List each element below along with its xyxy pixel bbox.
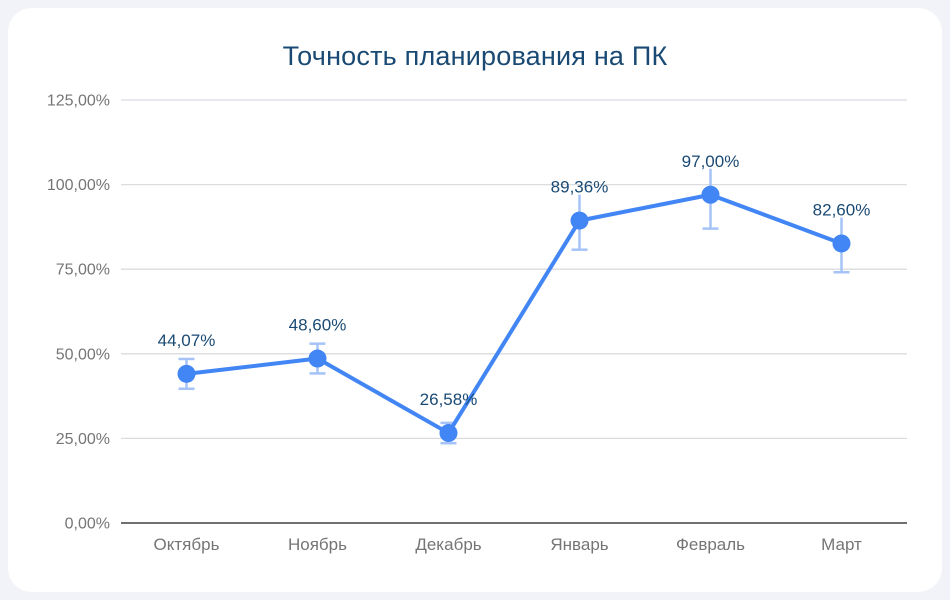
data-point-label: 82,60% [813, 200, 871, 219]
data-point[interactable] [308, 349, 327, 368]
chart-card: Точность планирования на ПК [8, 8, 942, 592]
y-axis-tick-label: 100,00% [47, 177, 110, 194]
y-axis-tick-label: 50,00% [56, 346, 110, 363]
x-axis-label: Декабрь [415, 535, 481, 554]
x-axis-label: Ноябрь [288, 535, 347, 554]
data-point-label: 48,60% [289, 316, 347, 335]
data-point-label: 26,58% [420, 390, 478, 409]
y-axis-tick-label: 0,00% [65, 516, 110, 533]
x-axis-label: Март [821, 535, 862, 554]
data-point[interactable] [701, 185, 720, 204]
y-axis-tick-label: 25,00% [56, 431, 110, 448]
x-axis-label: Январь [550, 535, 608, 554]
data-point[interactable] [439, 424, 458, 443]
data-point[interactable] [177, 364, 196, 383]
y-axis-tick-label: 125,00% [47, 93, 110, 110]
data-point[interactable] [832, 234, 851, 253]
data-point-label: 89,36% [551, 178, 609, 197]
data-point-label: 97,00% [682, 152, 740, 171]
chart-title: Точность планирования на ПК [282, 41, 668, 71]
data-point[interactable] [570, 211, 589, 230]
series-line [184, 192, 844, 436]
x-axis-label: Октябрь [154, 535, 220, 554]
data-point-label: 44,07% [158, 331, 216, 350]
x-axis-label: Февраль [676, 535, 745, 554]
y-axis-tick-label: 75,00% [56, 262, 110, 279]
